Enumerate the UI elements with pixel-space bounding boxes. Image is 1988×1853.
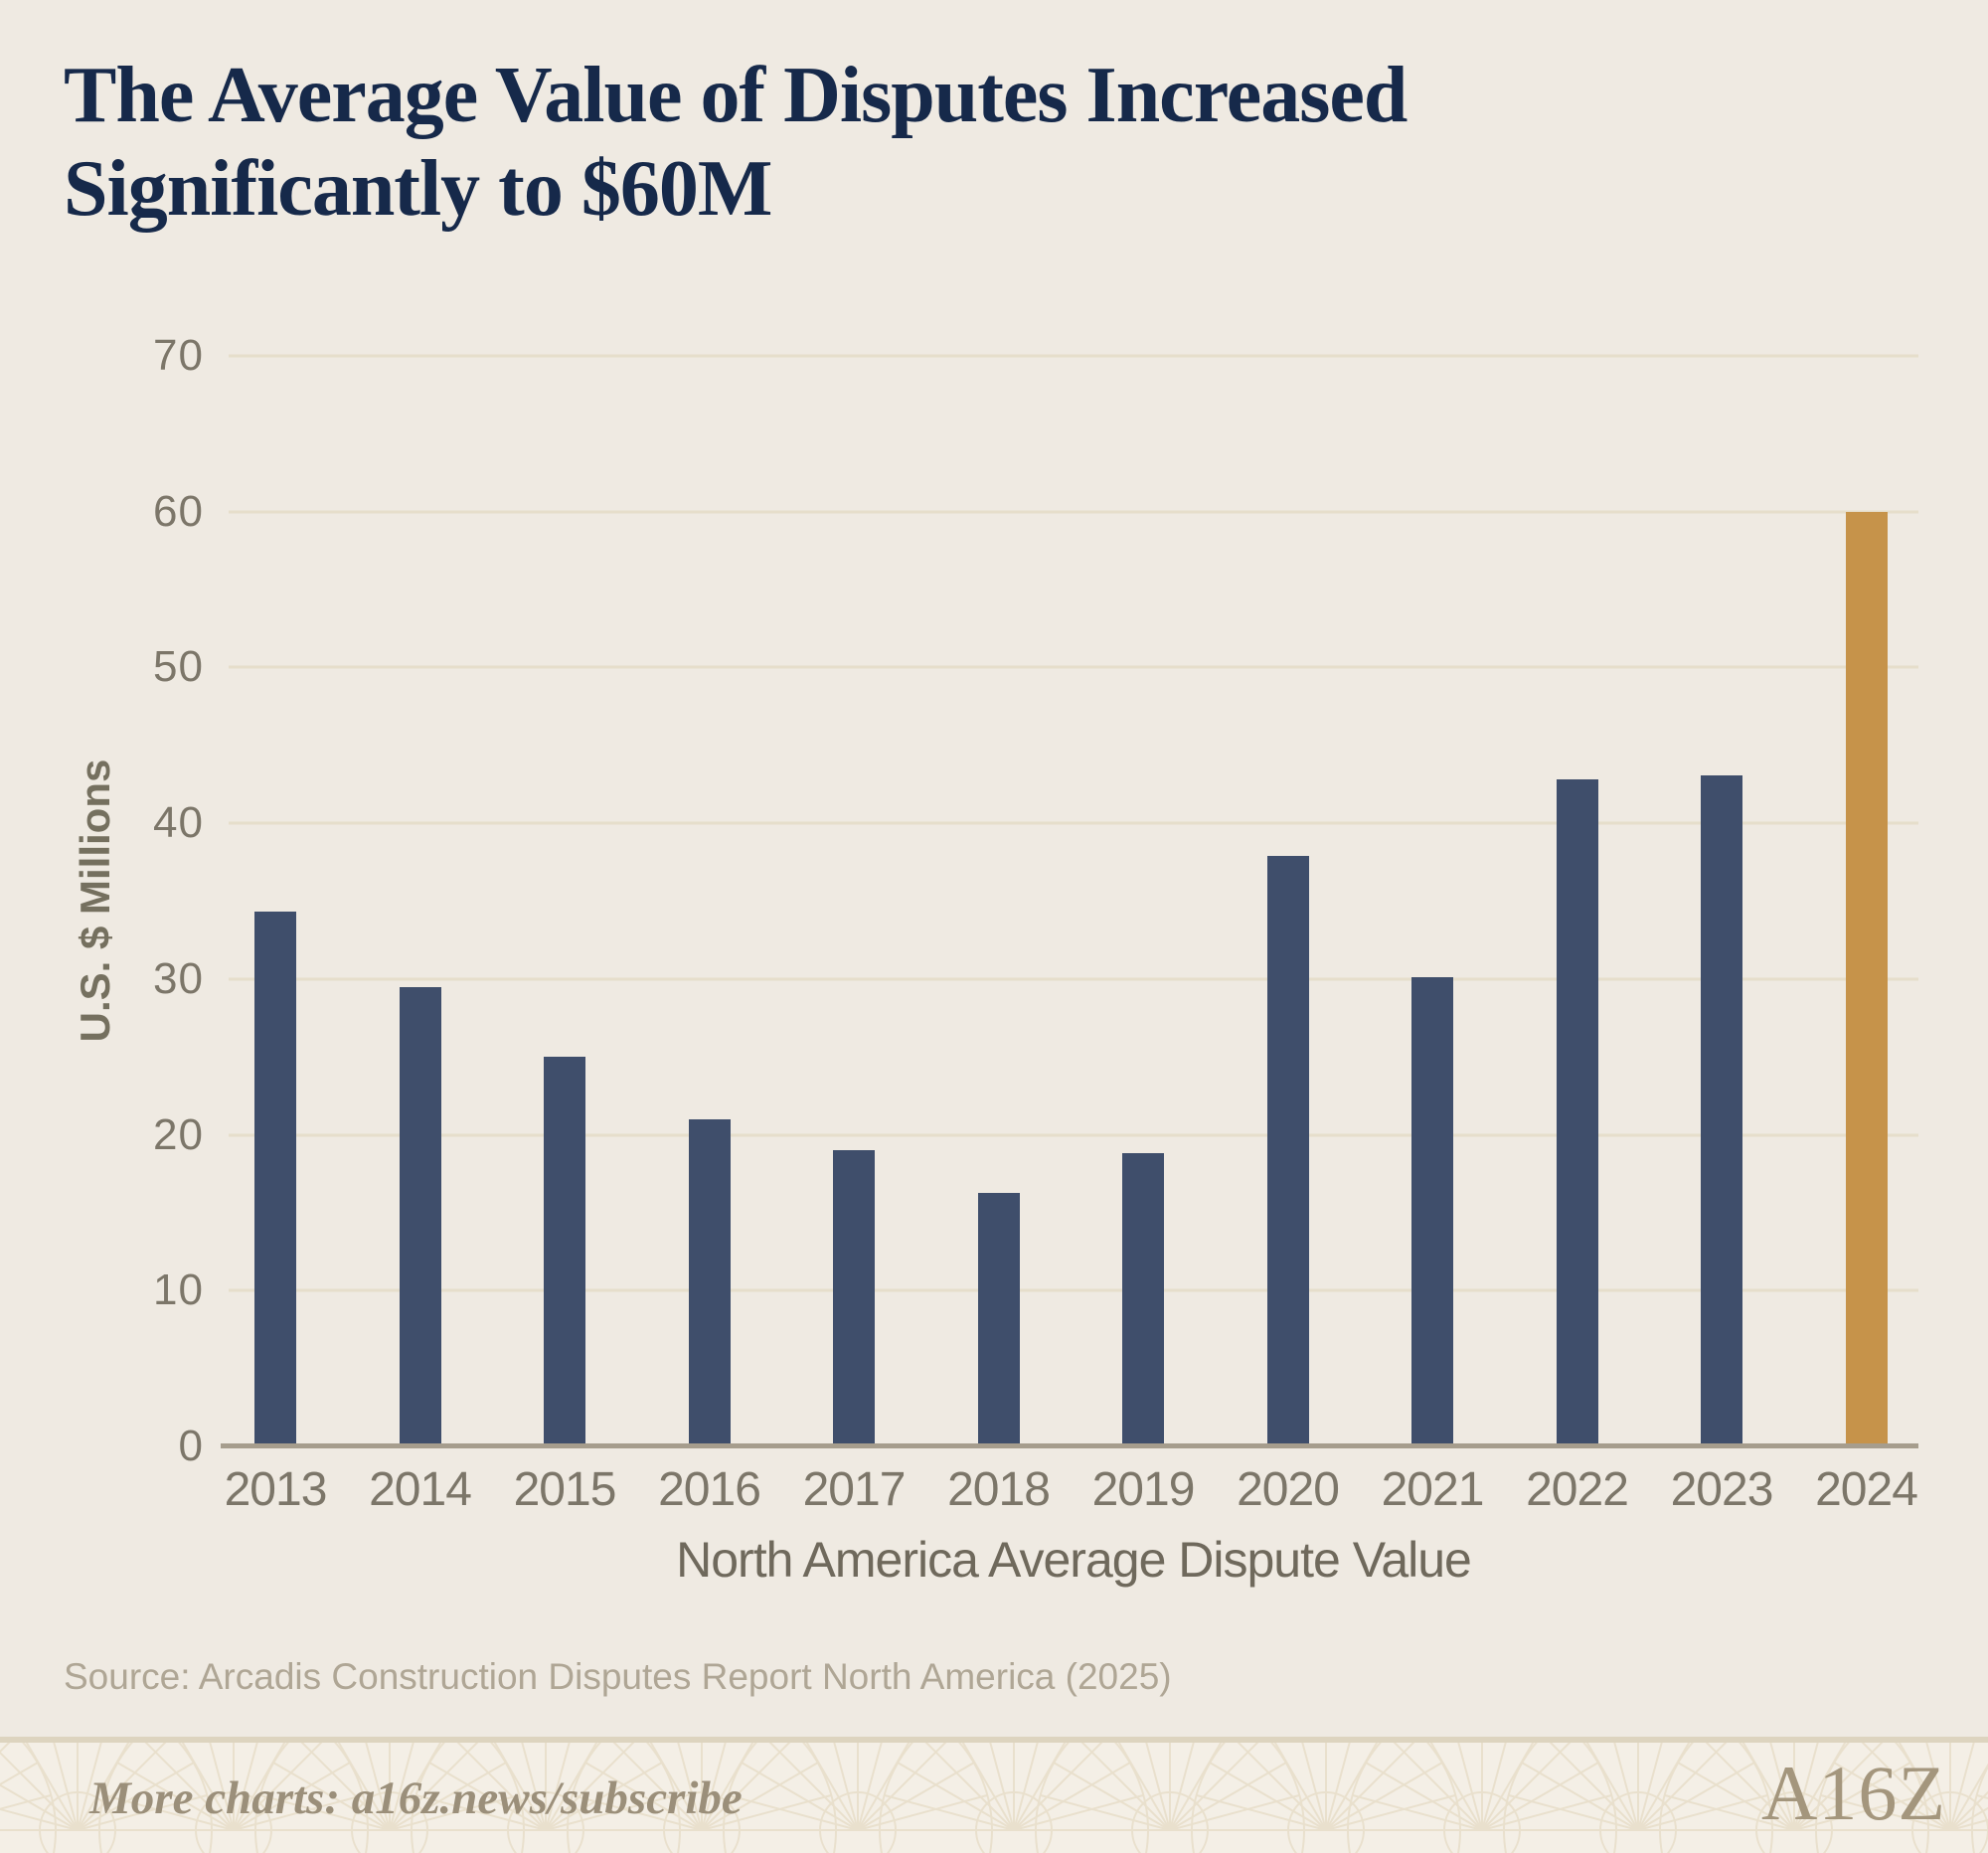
x-tick-label-2023: 2023 bbox=[1670, 1463, 1774, 1516]
gridline bbox=[229, 977, 1918, 981]
footer-subscribe-text: More charts: a16z.news/subscribe bbox=[89, 1771, 743, 1824]
x-tick-label-2021: 2021 bbox=[1381, 1463, 1485, 1516]
x-tick-label-2024: 2024 bbox=[1815, 1463, 1918, 1516]
gridline bbox=[229, 510, 1918, 514]
x-tick-label-2019: 2019 bbox=[1091, 1463, 1196, 1516]
y-axis-ticks: 0 10 20 30 40 50 60 70 bbox=[89, 331, 204, 1470]
fan-pattern-decoration bbox=[0, 1743, 1988, 1853]
gridline bbox=[229, 1288, 1918, 1292]
footer-band: More charts: a16z.news/subscribe A16Z bbox=[0, 1737, 1988, 1853]
bar-2013 bbox=[254, 912, 296, 1446]
bar-2017 bbox=[833, 1150, 875, 1446]
bar-2021 bbox=[1411, 977, 1453, 1446]
x-tick-label-2015: 2015 bbox=[513, 1463, 617, 1516]
y-tick-label: 10 bbox=[153, 1265, 204, 1315]
bar-2015 bbox=[544, 1057, 585, 1446]
page-title-line2: Significantly to $60M bbox=[64, 144, 772, 233]
bar-2020 bbox=[1266, 856, 1309, 1446]
x-tick-label-2013: 2013 bbox=[224, 1463, 328, 1516]
y-tick-label: 40 bbox=[153, 798, 204, 848]
bar-2023 bbox=[1701, 774, 1742, 1446]
page-title: The Average Value of Disputes Increased … bbox=[64, 50, 1408, 236]
x-tick-label-2022: 2022 bbox=[1526, 1463, 1629, 1516]
plot-area bbox=[221, 354, 1918, 1448]
y-tick-label: 70 bbox=[153, 331, 204, 380]
source-note: Source: Arcadis Construction Disputes Re… bbox=[64, 1656, 1172, 1697]
x-tick-label-2018: 2018 bbox=[947, 1463, 1051, 1516]
bar-2022 bbox=[1556, 779, 1598, 1446]
bar-2014 bbox=[399, 986, 441, 1446]
y-tick-label: 0 bbox=[178, 1422, 204, 1470]
x-tick-label-2014: 2014 bbox=[369, 1463, 472, 1516]
x-tick-label-2016: 2016 bbox=[658, 1463, 761, 1516]
bar-2019 bbox=[1122, 1153, 1164, 1446]
a16z-logo: A16Z bbox=[1761, 1750, 1946, 1837]
x-axis-line bbox=[221, 1443, 1918, 1448]
x-axis-title: North America Average Dispute Value bbox=[676, 1532, 1472, 1588]
page-title-line1: The Average Value of Disputes Increased bbox=[64, 52, 1408, 139]
x-axis-labels: 2013 2014 2015 2016 2017 2018 2019 2020 2021 2022… bbox=[225, 1462, 1918, 1522]
gridline bbox=[229, 354, 1918, 358]
bar-2018 bbox=[977, 1192, 1020, 1446]
gridline bbox=[229, 821, 1918, 825]
x-tick-label-2017: 2017 bbox=[802, 1463, 907, 1516]
bar-2024 bbox=[1845, 511, 1888, 1446]
x-tick-label-2020: 2020 bbox=[1237, 1463, 1340, 1516]
bar-2016 bbox=[688, 1118, 731, 1446]
y-tick-label: 20 bbox=[153, 1109, 204, 1159]
gridline bbox=[229, 665, 1918, 669]
gridline bbox=[229, 1133, 1918, 1137]
y-tick-label: 60 bbox=[153, 486, 204, 536]
y-tick-label: 50 bbox=[153, 642, 204, 692]
y-tick-label: 30 bbox=[153, 953, 204, 1003]
